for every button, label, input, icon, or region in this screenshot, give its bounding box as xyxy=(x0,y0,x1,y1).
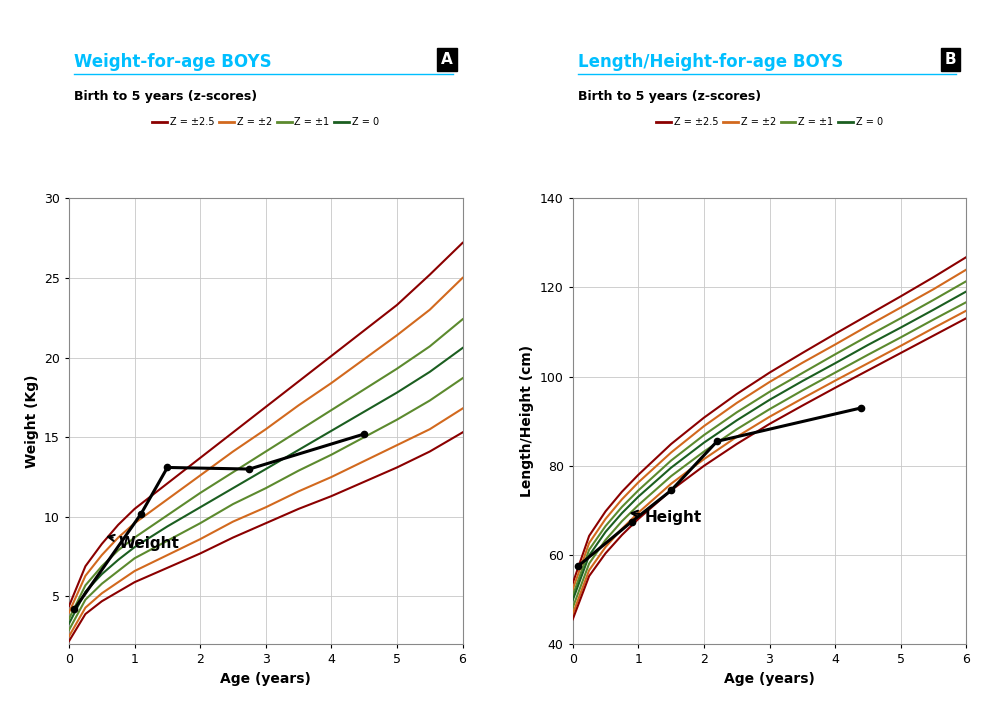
Text: Birth to 5 years (z-scores): Birth to 5 years (z-scores) xyxy=(74,90,257,103)
Text: Length/Height-for-age BOYS: Length/Height-for-age BOYS xyxy=(578,53,843,71)
Text: A: A xyxy=(441,52,453,67)
Text: Weight-for-age BOYS: Weight-for-age BOYS xyxy=(74,53,271,71)
X-axis label: Age (years): Age (years) xyxy=(220,672,312,686)
Text: B: B xyxy=(945,52,956,67)
Legend: Z = ±2.5, Z = ±2, Z = ±1, Z = 0: Z = ±2.5, Z = ±2, Z = ±1, Z = 0 xyxy=(653,113,886,131)
Y-axis label: Length/Height (cm): Length/Height (cm) xyxy=(521,346,534,497)
X-axis label: Age (years): Age (years) xyxy=(724,672,815,686)
Text: Birth to 5 years (z-scores): Birth to 5 years (z-scores) xyxy=(578,90,761,103)
Legend: Z = ±2.5, Z = ±2, Z = ±1, Z = 0: Z = ±2.5, Z = ±2, Z = ±1, Z = 0 xyxy=(149,113,383,131)
Y-axis label: Weight (Kg): Weight (Kg) xyxy=(25,375,38,468)
Text: Height: Height xyxy=(632,510,702,525)
Text: Weight: Weight xyxy=(108,535,179,552)
